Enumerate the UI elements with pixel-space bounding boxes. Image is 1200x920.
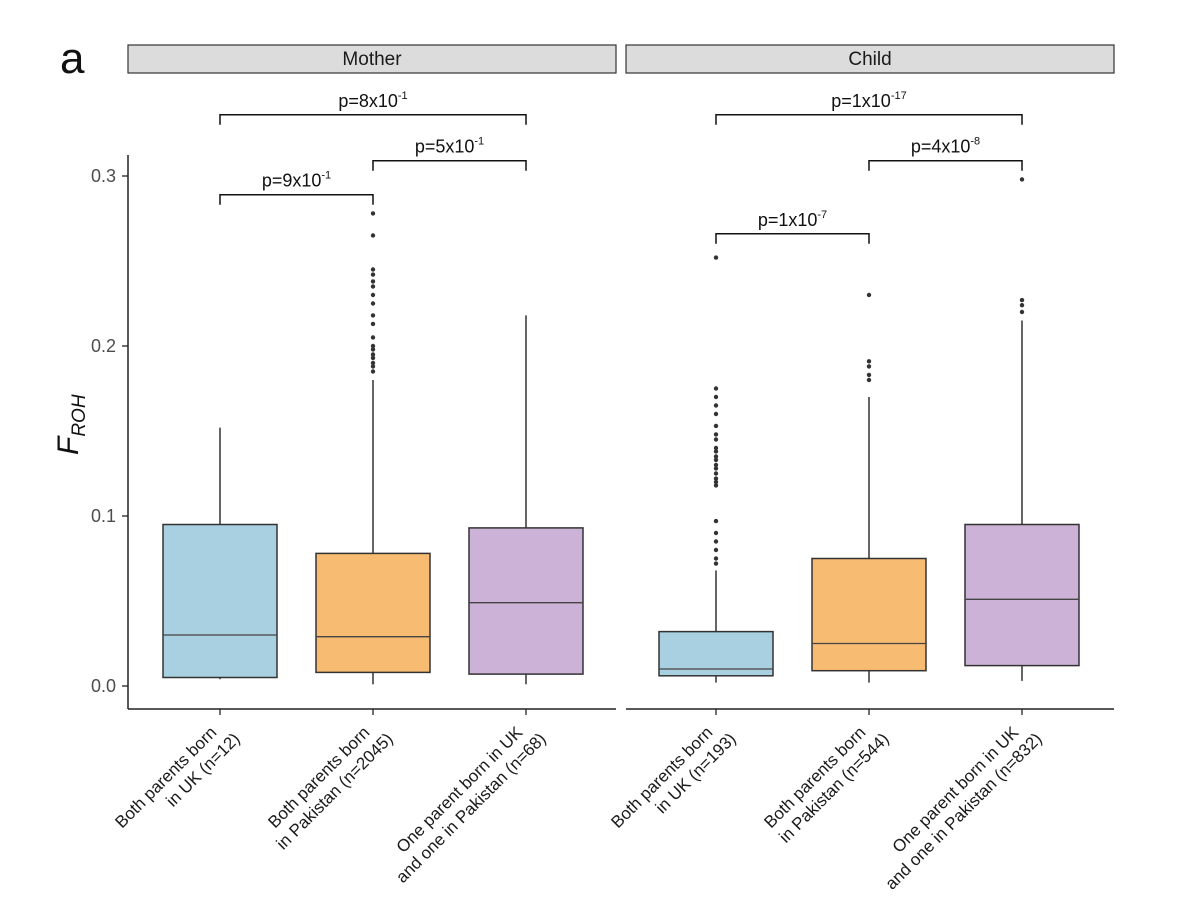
outlier-point bbox=[713, 530, 719, 536]
outlier-point bbox=[713, 403, 719, 408]
significance-bracket bbox=[715, 114, 1023, 125]
y-axis-label: FROH bbox=[52, 394, 90, 455]
p-value-label: p=1x10-17 bbox=[831, 90, 906, 111]
outlier-point bbox=[713, 386, 719, 391]
p-value-label: p=1x10-7 bbox=[758, 209, 827, 230]
outlier-point bbox=[370, 352, 376, 357]
outlier-point bbox=[370, 233, 376, 238]
outlier-point bbox=[370, 369, 376, 374]
outlier-point bbox=[370, 284, 376, 289]
box-mother-uk bbox=[162, 523, 278, 679]
x-category-label: One parent born in UKand one in Pakistan… bbox=[867, 714, 1046, 893]
facet-strip-child bbox=[625, 44, 1115, 74]
outlier-point bbox=[713, 411, 719, 417]
outlier-point bbox=[370, 267, 376, 272]
outlier-point bbox=[713, 476, 719, 481]
facet-strip-label-mother: Mother bbox=[342, 49, 402, 70]
outlier-point bbox=[866, 372, 872, 378]
box-mother-mixed bbox=[468, 527, 584, 675]
outlier-point bbox=[713, 437, 719, 442]
outlier-point bbox=[713, 445, 719, 451]
outlier-point bbox=[713, 423, 719, 429]
outlier-point bbox=[370, 335, 376, 340]
significance-bracket bbox=[372, 159, 527, 171]
outlier-point bbox=[370, 321, 376, 327]
box-mother-pakistan bbox=[315, 552, 431, 674]
outlier-point bbox=[1019, 297, 1025, 303]
outlier-point bbox=[713, 449, 719, 454]
outlier-point bbox=[713, 394, 719, 400]
outlier-point bbox=[370, 355, 376, 361]
outlier-point bbox=[370, 343, 376, 349]
x-category-label: Both parents bornin Pakistan (n=544) bbox=[760, 714, 892, 846]
outlier-point bbox=[713, 457, 719, 463]
panel-label: a bbox=[60, 34, 85, 83]
outlier-point bbox=[713, 518, 719, 524]
outlier-point bbox=[713, 547, 719, 553]
outlier-point bbox=[370, 347, 376, 352]
significance-bracket bbox=[715, 233, 870, 244]
outlier-point bbox=[370, 272, 376, 277]
outlier-point bbox=[713, 462, 719, 468]
outlier-point bbox=[866, 364, 872, 369]
outlier-point bbox=[370, 313, 376, 318]
outlier-point bbox=[1019, 177, 1025, 182]
x-category-label: Both parents bornin Pakistan (n=2045) bbox=[258, 714, 397, 853]
outlier-point bbox=[713, 466, 719, 471]
y-tick-label: 0.1 bbox=[91, 506, 116, 526]
p-value-label: p=9x10-1 bbox=[262, 170, 331, 191]
outlier-point bbox=[866, 377, 872, 383]
facet-strip-label-child: Child bbox=[848, 49, 891, 70]
y-tick-label: 0.3 bbox=[91, 166, 116, 186]
outlier-point bbox=[866, 292, 872, 298]
outlier-point bbox=[370, 292, 376, 298]
outlier-point bbox=[713, 556, 719, 561]
outlier-point bbox=[713, 471, 719, 476]
outlier-point bbox=[713, 432, 719, 437]
outlier-point bbox=[1019, 309, 1025, 315]
outlier-point bbox=[713, 479, 719, 485]
p-value-label: p=5x10-1 bbox=[415, 136, 484, 157]
y-tick-label: 0.0 bbox=[91, 676, 116, 696]
facet-strip-mother bbox=[127, 44, 617, 74]
box-child-mixed bbox=[964, 523, 1080, 667]
outlier-point bbox=[713, 483, 719, 488]
p-value-label: p=8x10-1 bbox=[338, 90, 407, 111]
outlier-point bbox=[713, 255, 719, 260]
outlier-point bbox=[370, 360, 376, 366]
outlier-point bbox=[713, 561, 719, 566]
x-category-label: One parent born in UKand one in Pakistan… bbox=[377, 714, 549, 886]
outlier-point bbox=[370, 211, 376, 216]
significance-bracket bbox=[219, 114, 527, 125]
outlier-point bbox=[1019, 303, 1025, 308]
outlier-point bbox=[370, 301, 376, 306]
outlier-point bbox=[866, 359, 872, 364]
p-value-label: p=4x10-8 bbox=[911, 136, 980, 157]
outlier-point bbox=[713, 539, 719, 544]
x-category-label: Both parents bornin UK (n=193) bbox=[607, 714, 739, 846]
y-tick-label: 0.2 bbox=[91, 336, 116, 356]
outlier-point bbox=[370, 364, 376, 369]
outlier-point bbox=[713, 454, 719, 459]
outlier-point bbox=[370, 279, 376, 284]
x-category-label: Both parents bornin UK (n=12) bbox=[111, 714, 243, 846]
box-child-pakistan bbox=[811, 557, 927, 672]
significance-bracket bbox=[868, 159, 1023, 171]
significance-bracket bbox=[219, 193, 374, 205]
